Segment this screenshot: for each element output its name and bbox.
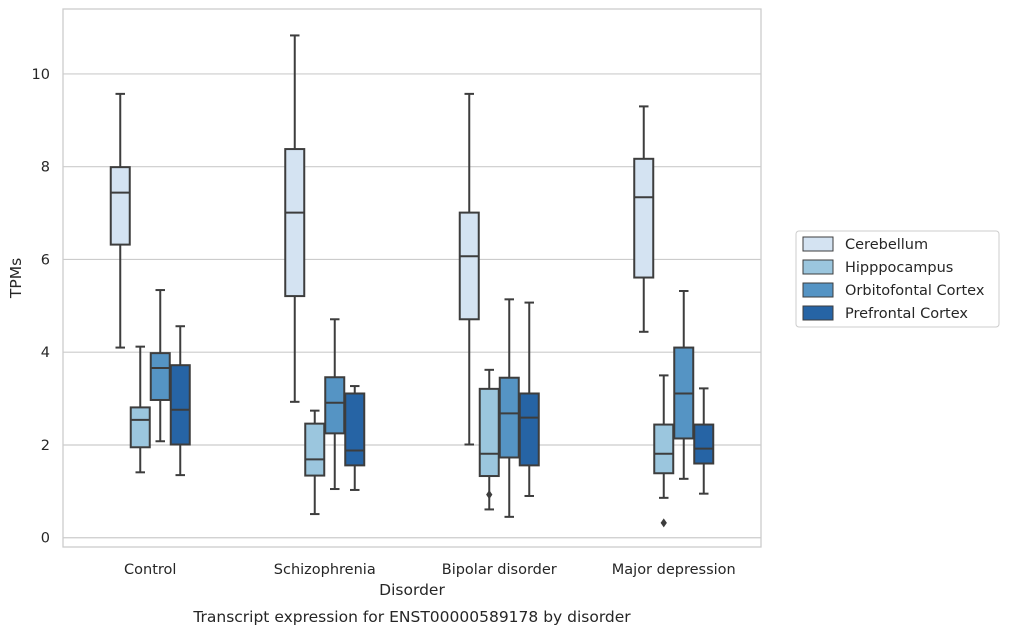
iqr-box	[169, 364, 191, 446]
box-prefrontal-cortex	[693, 387, 715, 495]
box-hipppocampus	[653, 374, 675, 528]
x-tick-label: Schizophrenia	[274, 562, 376, 578]
legend-label: Prefrontal Cortex	[845, 306, 968, 322]
iqr-box	[498, 376, 520, 459]
chart-caption: Transcript expression for ENST0000058917…	[192, 608, 631, 626]
box-cerebellum	[109, 92, 131, 349]
legend-label: Cerebellum	[845, 237, 928, 253]
y-tick-label: 0	[41, 531, 50, 547]
iqr-box	[478, 387, 500, 478]
box-orbitofontal-cortex	[149, 289, 171, 443]
box-hipppocampus	[304, 409, 326, 516]
box-hipppocampus	[478, 368, 500, 511]
y-tick-label: 10	[32, 67, 50, 83]
legend-swatch	[802, 282, 834, 298]
iqr-box	[129, 406, 151, 449]
box-orbitofontal-cortex	[498, 298, 520, 518]
outlier-point	[660, 518, 667, 528]
box-cerebellum	[458, 92, 480, 446]
x-tick-label: Bipolar disorder	[442, 562, 557, 578]
legend-swatch	[802, 259, 834, 275]
legend-swatch	[802, 305, 834, 321]
plot-frame	[62, 8, 762, 548]
box-series	[109, 34, 715, 528]
box-orbitofontal-cortex	[673, 289, 695, 480]
iqr-box	[693, 423, 715, 465]
legend-swatch	[802, 236, 834, 252]
x-axis-title: Disorder	[379, 581, 445, 599]
y-tick-label: 2	[41, 438, 50, 454]
y-axis-title: TPMs	[7, 258, 25, 299]
box-hipppocampus	[129, 345, 151, 474]
box-cerebellum	[633, 105, 655, 333]
box-prefrontal-cortex	[344, 385, 366, 491]
iqr-box	[344, 392, 366, 467]
outlier-point	[486, 490, 493, 500]
legend-label: Hipppocampus	[845, 260, 953, 276]
iqr-box	[518, 392, 540, 467]
iqr-box	[458, 211, 480, 321]
box-orbitofontal-cortex	[324, 318, 346, 491]
iqr-box	[633, 157, 655, 279]
iqr-box	[109, 166, 131, 246]
iqr-box	[149, 352, 171, 401]
y-tick-labels: 0 2 4 6 8 10	[32, 67, 50, 547]
iqr-box	[284, 148, 306, 298]
box-prefrontal-cortex	[169, 325, 191, 477]
x-tick-labels: Control Schizophrenia Bipolar disorder Majo…	[124, 562, 736, 578]
box-cerebellum	[284, 34, 306, 403]
legend: Cerebellum Hipppocampus Orbitofontal Corte…	[795, 230, 1000, 328]
y-tick-label: 8	[41, 160, 50, 176]
iqr-box	[653, 423, 675, 475]
iqr-box	[324, 376, 346, 435]
box-prefrontal-cortex	[518, 301, 540, 497]
y-tick-label: 6	[41, 252, 50, 268]
legend-frame	[795, 230, 1000, 328]
y-tick-label: 4	[41, 345, 50, 361]
x-tick-label: Major depression	[612, 562, 736, 578]
x-tick-label: Control	[124, 562, 176, 578]
iqr-box	[304, 422, 326, 477]
legend-label: Orbitofontal Cortex	[845, 283, 985, 299]
